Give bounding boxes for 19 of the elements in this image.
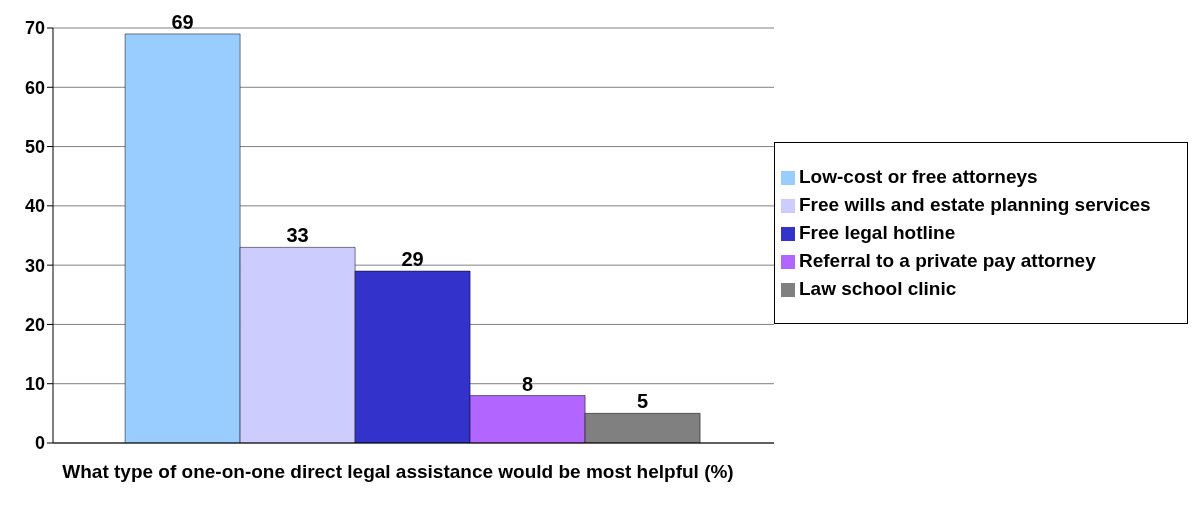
x-axis-title: What type of one-on-one direct legal assistance would be most helpful (%) [61,460,735,484]
y-tick-label: 60 [24,77,45,98]
legend-label: Referral to a private pay attorney [799,250,1096,271]
data-label: 8 [522,372,534,395]
legend-label: Low-cost or free attorneys [799,166,1038,187]
data-label: 33 [286,224,309,247]
legend-label: Law school clinic [799,278,957,299]
data-label: 29 [401,248,424,271]
y-tick-label: 0 [34,433,45,454]
y-tick-label: 50 [24,136,45,157]
y-tick-label: 20 [24,314,45,335]
y-tick-label: 70 [24,18,45,39]
y-tick-label: 30 [24,255,45,276]
legend-label: Free legal hotline [799,222,956,243]
data-label: 5 [637,390,649,413]
y-tick-label: 10 [24,374,45,395]
data-label: 69 [171,10,194,33]
legend-label: Free wills and estate planning services [799,194,1151,215]
y-tick-label: 40 [24,196,45,217]
